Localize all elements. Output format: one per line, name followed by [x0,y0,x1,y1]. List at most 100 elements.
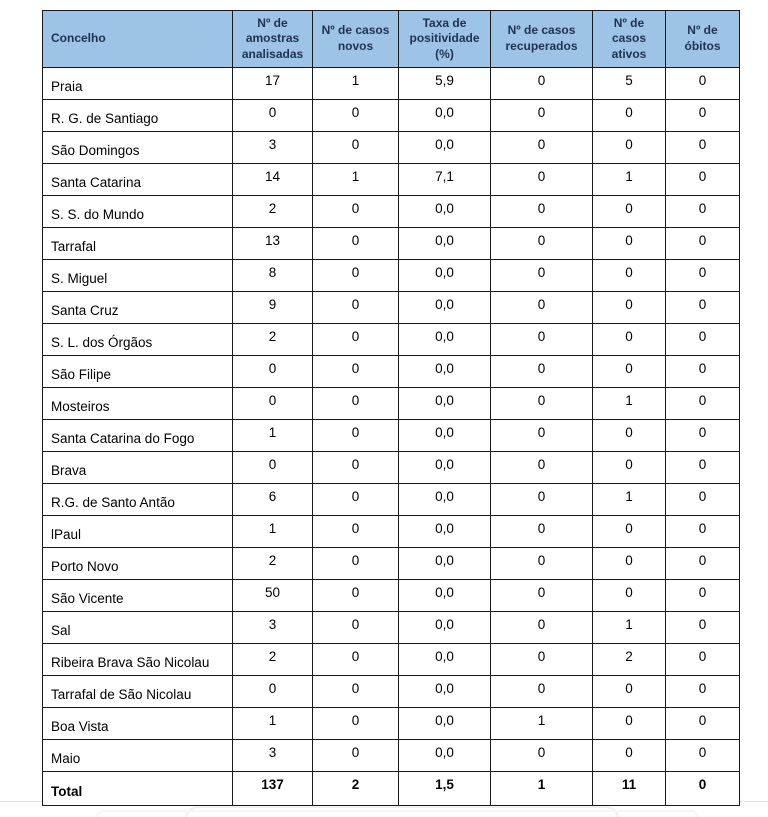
value-cell: 1 [232,707,313,740]
value-cell: 0 [592,195,666,228]
table-row: Tarrafal 13 0 0,0 0 0 0 [42,227,740,260]
value-cell: 0 [490,675,593,708]
table-row: Santa Cruz 9 0 0,0 0 0 0 [42,291,740,324]
value-cell: 0 [490,291,593,324]
concelho-cell: S. L. dos Órgãos [42,323,233,356]
value-cell: 0 [490,355,593,388]
value-cell: 0,0 [398,707,491,740]
value-cell: 0,0 [398,515,491,548]
value-cell: 0 [312,131,399,164]
table-row: Santa Catarina 14 1 7,1 0 1 0 [42,163,740,196]
value-cell: 17 [232,67,313,100]
value-cell: 0 [592,739,666,772]
table-row: S. Miguel 8 0 0,0 0 0 0 [42,259,740,292]
value-cell: 0 [490,67,593,100]
column-header: Nº de casos ativos [592,10,666,68]
table-row: R. G. de Santiago 0 0 0,0 0 0 0 [42,99,740,132]
value-cell: 0 [490,611,593,644]
value-cell: 0,0 [398,323,491,356]
value-cell: 0 [665,483,740,516]
value-cell: 0 [665,419,740,452]
value-cell: 0 [490,387,593,420]
value-cell: 0 [490,483,593,516]
watermark-curve-outer [95,810,699,817]
value-cell: 2 [232,323,313,356]
concelho-cell: Brava [42,451,233,484]
value-cell: 0 [592,259,666,292]
value-cell: 0,0 [398,643,491,676]
value-cell: 0 [665,131,740,164]
value-cell: 5,9 [398,67,491,100]
value-cell: 0 [665,67,740,100]
value-cell: 0 [665,611,740,644]
concelho-cell: Santa Catarina do Fogo [42,419,233,452]
value-cell: 0,0 [398,291,491,324]
value-cell: 0 [490,227,593,260]
value-cell: 1 [592,611,666,644]
value-cell: 14 [232,163,313,196]
table-row: lPaul 1 0 0,0 0 0 0 [42,515,740,548]
table-row: São Filipe 0 0 0,0 0 0 0 [42,355,740,388]
value-cell: 0 [592,131,666,164]
value-cell: 0 [232,675,313,708]
value-cell: 0 [665,675,740,708]
value-cell: 0 [232,99,313,132]
table-row: S. S. do Mundo 2 0 0,0 0 0 0 [42,195,740,228]
value-cell: 0 [665,643,740,676]
concelho-cell: São Filipe [42,355,233,388]
table-header: Concelho Nº de amostras analisadas Nº de c… [42,10,740,68]
value-cell: 0,0 [398,483,491,516]
value-cell: 0 [592,99,666,132]
value-cell: 0 [490,547,593,580]
value-cell: 0 [592,227,666,260]
value-cell: 9 [232,291,313,324]
column-header: Taxa de positividade (%) [398,10,491,68]
value-cell: 7,1 [398,163,491,196]
value-cell: 0 [312,579,399,612]
value-cell: 0 [232,387,313,420]
value-cell: 1 [592,483,666,516]
value-cell: 0,0 [398,99,491,132]
table-row: Praia 17 1 5,9 0 5 0 [42,67,740,100]
value-cell: 1 [592,163,666,196]
value-cell: 0 [312,195,399,228]
total-value-cell: 11 [592,771,666,806]
total-label-cell: Total [42,771,233,806]
value-cell: 0 [665,291,740,324]
column-header: Nº de amostras analisadas [232,10,313,68]
table-row: Porto Novo 2 0 0,0 0 0 0 [42,547,740,580]
value-cell: 0 [490,643,593,676]
concelho-cell: Santa Cruz [42,291,233,324]
table-row: Santa Catarina do Fogo 1 0 0,0 0 0 0 [42,419,740,452]
value-cell: 0 [592,547,666,580]
column-header: Nº de óbitos [665,10,740,68]
value-cell: 0 [665,579,740,612]
value-cell: 0 [312,387,399,420]
value-cell: 0 [312,707,399,740]
value-cell: 0 [665,99,740,132]
value-cell: 0,0 [398,547,491,580]
value-cell: 1 [490,707,593,740]
table-row: Mosteiros 0 0 0,0 0 1 0 [42,387,740,420]
concelho-cell: Ribeira Brava São Nicolau [42,643,233,676]
concelho-cell: R.G. de Santo Antão [42,483,233,516]
table-row: São Vicente 50 0 0,0 0 0 0 [42,579,740,612]
value-cell: 8 [232,259,313,292]
concelho-cell: Porto Novo [42,547,233,580]
value-cell: 0 [592,515,666,548]
value-cell: 0 [490,99,593,132]
value-cell: 0 [312,355,399,388]
value-cell: 0 [665,323,740,356]
value-cell: 0 [312,643,399,676]
value-cell: 0 [490,323,593,356]
value-cell: 0 [592,355,666,388]
value-cell: 0 [490,451,593,484]
value-cell: 3 [232,611,313,644]
concelho-cell: São Vicente [42,579,233,612]
value-cell: 0,0 [398,227,491,260]
value-cell: 0 [312,611,399,644]
value-cell: 0 [312,291,399,324]
value-cell: 5 [592,67,666,100]
concelho-cell: S. S. do Mundo [42,195,233,228]
value-cell: 0 [592,675,666,708]
